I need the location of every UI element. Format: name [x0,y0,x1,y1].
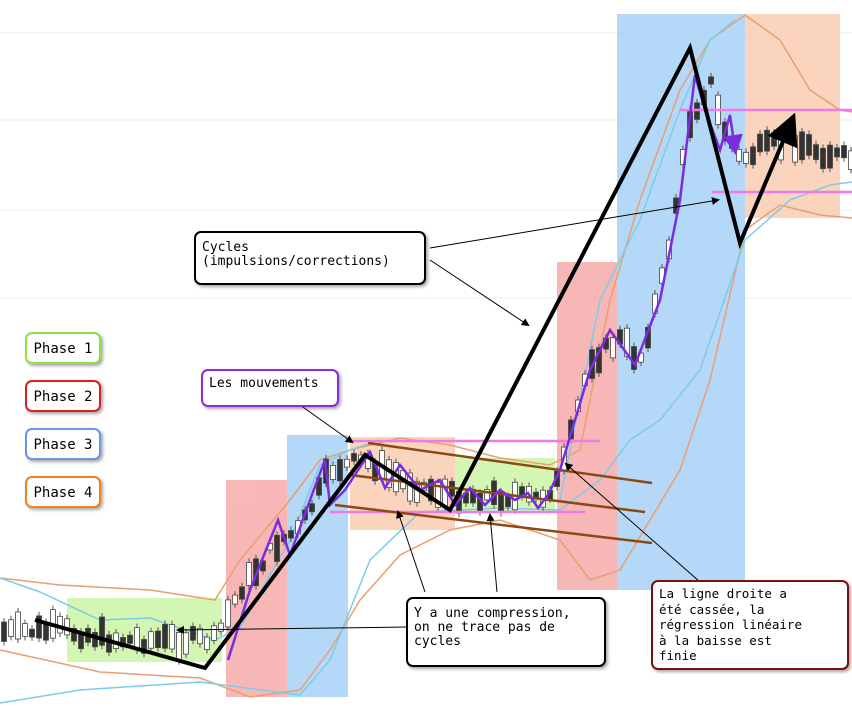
candle-body [176,632,182,662]
callout-line: régression linéaire [659,617,802,632]
candle-body [99,616,105,646]
candle-body [29,628,35,638]
candle-body [484,489,490,501]
candle-body [274,534,280,562]
callout-line: on ne trace pas de [414,620,555,635]
candle-body [169,624,175,650]
candle-body [288,530,294,539]
callout-movements: Les mouvements [201,369,339,407]
callout-line: Y a une compression, [414,606,571,621]
candle-body [183,632,189,655]
candle-body [204,636,210,650]
candle-body [8,619,14,637]
callout-cycles: Cycles (impulsions/corrections) [194,231,426,285]
candle-body [792,135,798,163]
candle-body [799,131,805,161]
candle-body [36,615,42,639]
candle-body [764,129,770,152]
candle-body [155,630,161,648]
candle-body [232,594,238,605]
candle-body [750,146,756,166]
legend-phase-4: Phase 4 [25,476,101,508]
candle-body [841,145,847,159]
cycles [34,42,798,671]
candle-body [106,634,112,653]
candle-body [610,337,616,359]
bands [0,14,852,704]
callout-line: Cycles [202,240,249,255]
legend-phase-2: Phase 2 [25,380,101,412]
candle-body [148,631,154,649]
candle-body [351,453,357,462]
candle-body [127,634,133,644]
candle-body [624,327,630,357]
callout-breakout: La ligne droite a été cassée, la régressio… [651,580,849,670]
pointers [176,197,720,634]
callout-line: La ligne droite a [659,586,787,601]
candle-body [848,150,852,170]
candle-body [435,482,441,508]
candle-body [197,627,203,645]
candle-body [218,622,224,632]
candle-body [337,459,343,482]
candle-body [743,151,749,164]
candle-body [330,465,336,480]
candle-body [246,562,252,586]
candle-body [190,626,196,641]
callout-line: été cassée, la [659,601,765,617]
candle-body [834,147,840,158]
candle-body [771,132,777,147]
candle-body [1,621,7,642]
candle-body [15,611,21,640]
candle-body [708,76,714,85]
legend-phase-3: Phase 3 [25,428,101,460]
candle-body [71,627,77,642]
candle-body [736,149,742,162]
candle-body [162,623,168,649]
candle-body [239,586,245,600]
callout-line: finie [659,648,697,663]
candle-body [211,625,217,641]
levels [330,108,852,514]
candle-body [344,458,350,468]
candle-body [225,599,231,628]
callout-line: cycles [414,634,461,649]
candle-body [428,478,434,502]
candle-body [596,347,602,374]
candle-body [22,623,28,637]
movements [226,74,743,661]
candle-body [309,503,315,513]
candle-body [820,147,826,169]
candle-body [827,144,833,169]
candle-body [141,639,147,654]
legend-phase-1: Phase 1 [25,332,101,364]
callout-compression: Y a une compression, on ne trace pas de cy… [406,597,606,667]
callout-line: (impulsions/corrections) [202,254,390,269]
candle-body [757,133,763,153]
candle-body [813,144,819,160]
callout-line: à la baisse est [659,632,772,648]
candle-body [806,134,812,156]
callout-line: Les mouvements [209,376,319,391]
